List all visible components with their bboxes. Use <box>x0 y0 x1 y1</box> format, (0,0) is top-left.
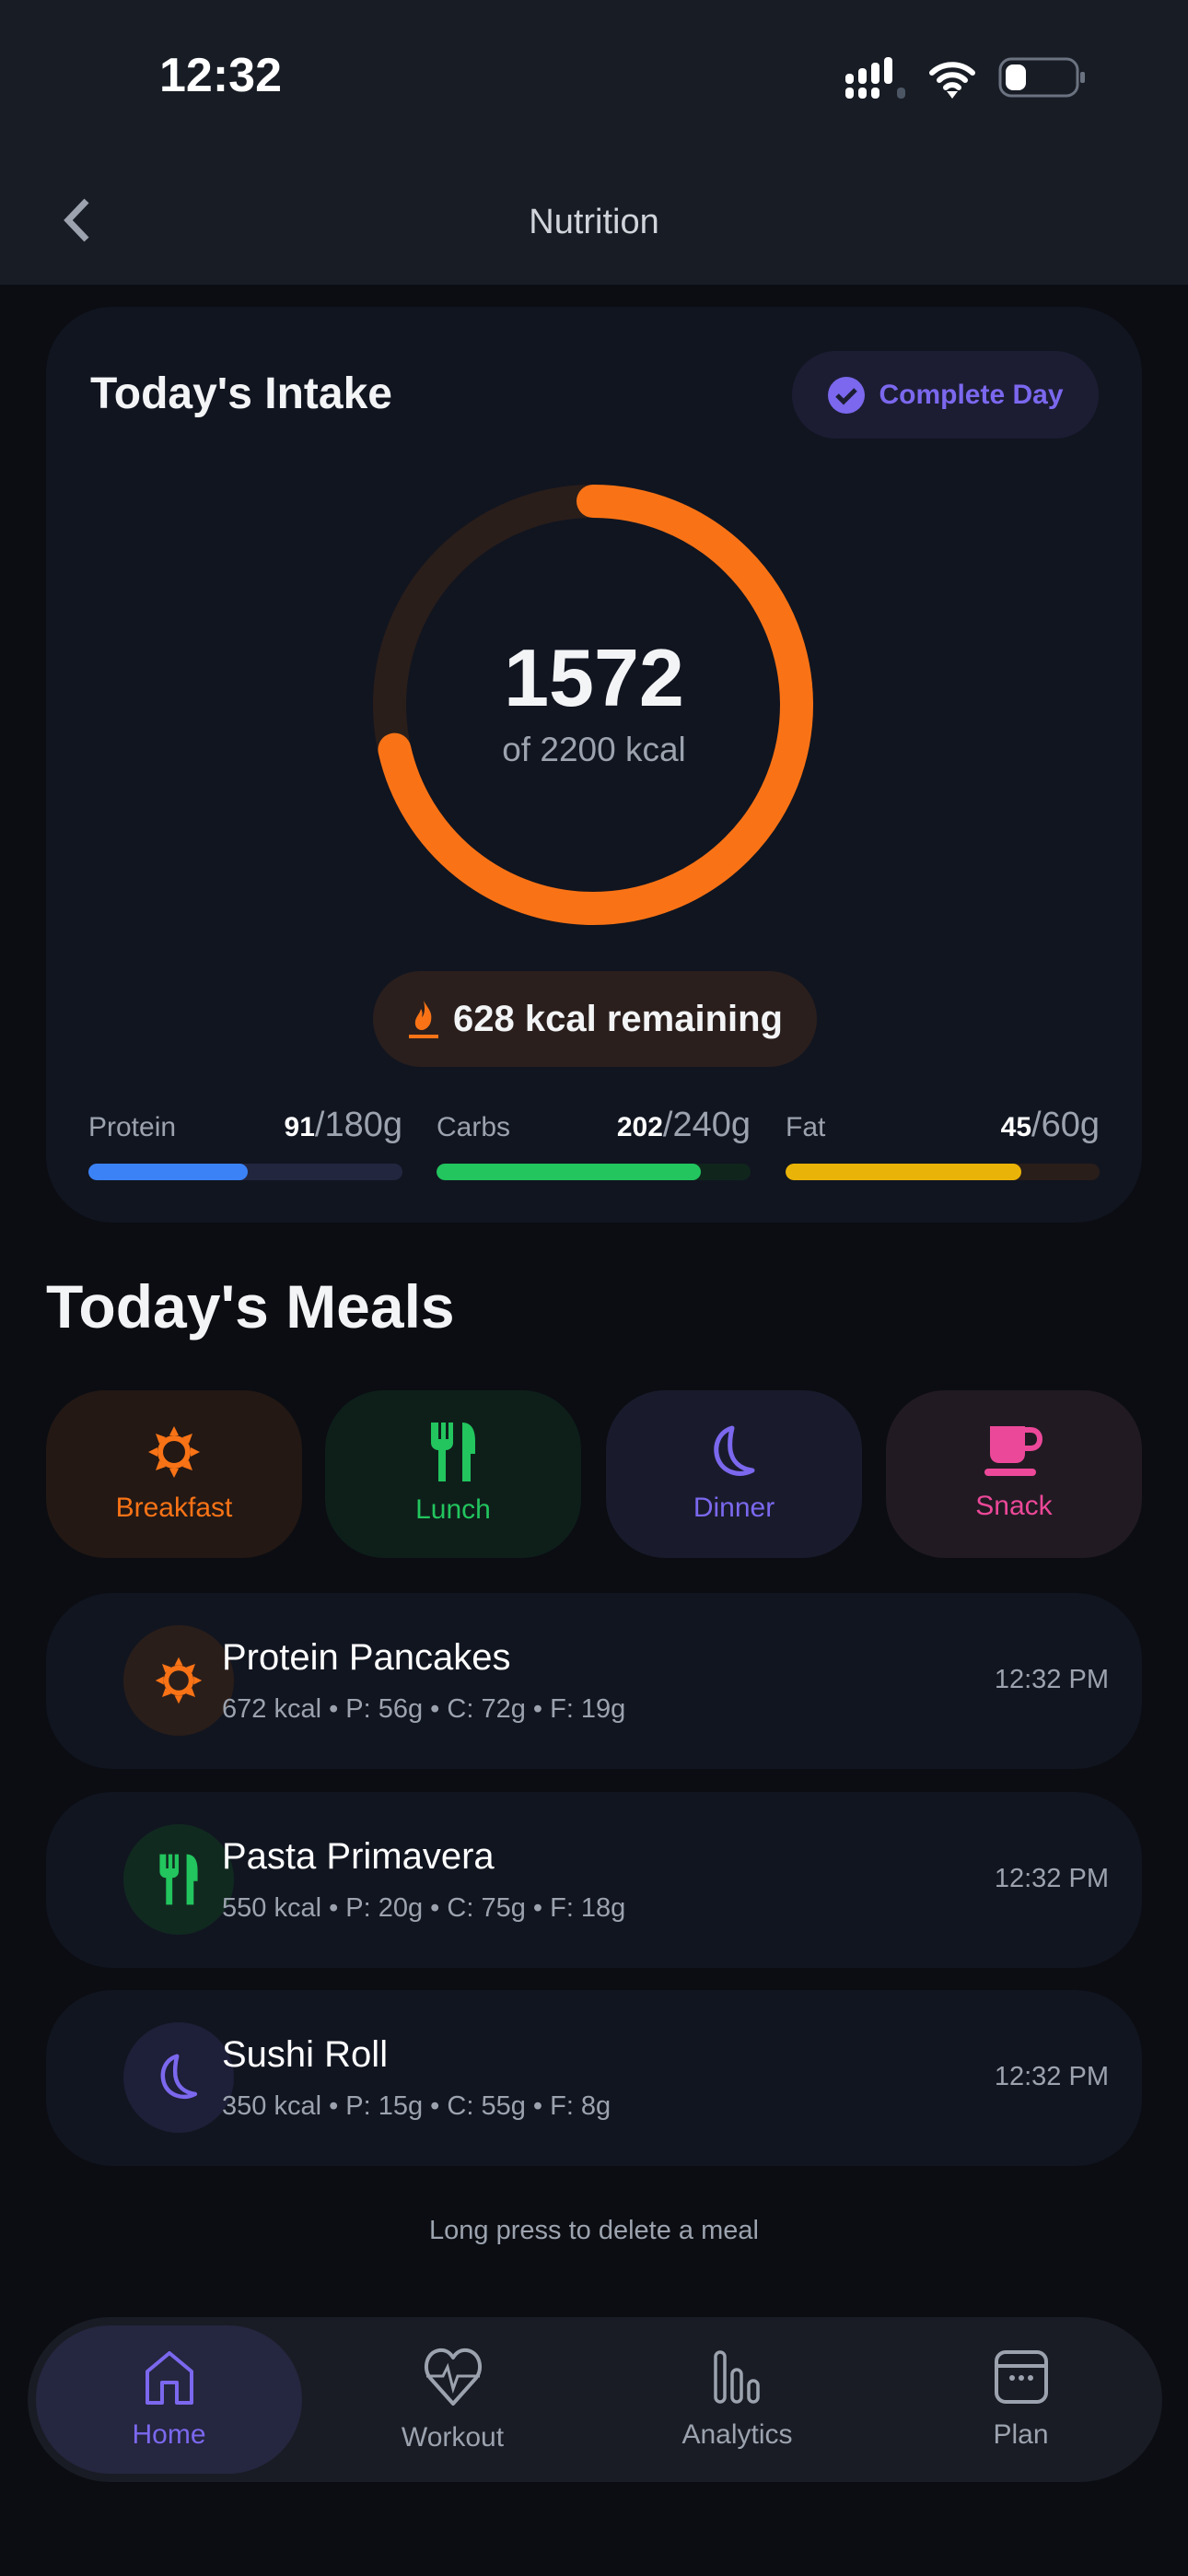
macro-target: /180g <box>314 1106 402 1144</box>
utensils-icon <box>159 1854 198 1905</box>
flame-icon <box>409 1001 439 1038</box>
category-label: Dinner <box>693 1493 775 1523</box>
delete-hint: Long press to delete a meal <box>429 2216 759 2245</box>
macro-target: /60g <box>1031 1106 1100 1144</box>
tab-label: Analytics <box>681 2418 793 2450</box>
meal-details: 550 kcal • P: 20g • C: 75g • F: 18g <box>222 1893 626 1923</box>
macro-label: Fat <box>786 1112 826 1142</box>
status-icons <box>845 57 1087 100</box>
meal-item[interactable]: Protein Pancakes 672 kcal • P: 56g • C: … <box>46 1593 1142 1769</box>
sun-icon <box>155 1657 203 1704</box>
macro-current: 202 <box>616 1112 663 1142</box>
consumed-kcal: 1572 <box>504 632 684 723</box>
mug-icon <box>984 1426 1043 1476</box>
tab-bar: Home Workout Analytics Plan <box>28 2317 1162 2482</box>
meal-time: 12:32 PM <box>994 2062 1109 2091</box>
meal-item[interactable]: Pasta Primavera 550 kcal • P: 20g • C: 7… <box>46 1792 1142 1968</box>
ring-progress <box>373 485 813 925</box>
macro-target: /240g <box>662 1106 751 1144</box>
meal-name: Protein Pancakes <box>222 1637 511 1678</box>
remaining-badge: 628 kcal remaining <box>373 971 817 1067</box>
category-label: Snack <box>975 1491 1053 1521</box>
macro-track <box>437 1164 751 1180</box>
tab-label: Workout <box>401 2421 505 2453</box>
macro-label: Protein <box>88 1112 177 1142</box>
analytics-bars-icon <box>713 2349 760 2404</box>
tab-analytics[interactable]: Analytics <box>604 2325 870 2474</box>
page-title: Nutrition <box>529 203 659 241</box>
category-breakfast[interactable]: Breakfast <box>46 1390 302 1558</box>
tab-workout[interactable]: Workout <box>320 2325 586 2474</box>
meal-item[interactable]: Sushi Roll 350 kcal • P: 15g • C: 55g • … <box>46 1990 1142 2166</box>
meal-time: 12:32 PM <box>994 1665 1109 1694</box>
category-label: Breakfast <box>115 1493 233 1523</box>
meal-name: Pasta Primavera <box>222 1836 495 1877</box>
category-dinner[interactable]: Dinner <box>606 1390 862 1558</box>
moon-icon <box>160 2054 198 2100</box>
kcal-goal-label: of 2200 kcal <box>502 731 686 768</box>
meal-details: 350 kcal • P: 15g • C: 55g • F: 8g <box>222 2091 611 2121</box>
signal-icon <box>845 57 905 99</box>
meal-time: 12:32 PM <box>994 1864 1109 1893</box>
battery-icon <box>998 57 1085 98</box>
sun-icon <box>148 1426 200 1478</box>
meal-icon-circle <box>123 2022 234 2133</box>
tab-home[interactable]: Home <box>36 2325 302 2474</box>
macro-track <box>786 1164 1100 1180</box>
macro-fill <box>786 1164 1021 1180</box>
macro-protein: Protein 91/180g <box>88 1106 402 1180</box>
macro-current: 91 <box>284 1112 315 1142</box>
tab-plan[interactable]: Plan <box>888 2325 1154 2474</box>
wifi-icon <box>929 62 975 99</box>
macro-label: Carbs <box>437 1112 511 1142</box>
macro-carbs: Carbs 202/240g <box>437 1106 751 1180</box>
intake-title: Today's Intake <box>90 369 392 418</box>
category-snack[interactable]: Snack <box>886 1390 1142 1558</box>
category-lunch[interactable]: Lunch <box>325 1390 581 1558</box>
meal-name: Sushi Roll <box>222 2034 389 2075</box>
back-chevron-icon[interactable] <box>61 197 94 243</box>
category-label: Lunch <box>415 1494 491 1525</box>
intake-card <box>46 307 1142 1223</box>
complete-day-label: Complete Day <box>879 379 1064 410</box>
heart-pulse-icon <box>424 2348 482 2406</box>
meals-title: Today's Meals <box>46 1272 455 1341</box>
complete-day-button[interactable]: Complete Day <box>792 351 1099 439</box>
macro-fill <box>88 1164 248 1180</box>
utensils-icon <box>431 1423 475 1481</box>
status-time: 12:32 <box>159 49 282 102</box>
home-icon <box>145 2350 193 2405</box>
meal-icon-circle <box>123 1824 234 1935</box>
macro-fill <box>437 1164 702 1180</box>
calorie-ring <box>373 485 813 925</box>
meal-icon-circle <box>123 1625 234 1736</box>
nav-header <box>0 0 1188 285</box>
check-circle-icon <box>828 376 866 414</box>
meal-details: 672 kcal • P: 56g • C: 72g • F: 19g <box>222 1694 626 1724</box>
tab-label: Plan <box>993 2418 1049 2450</box>
moon-icon <box>714 1425 755 1476</box>
macro-track <box>88 1164 402 1180</box>
remaining-label: 628 kcal remaining <box>453 998 783 1039</box>
calendar-icon <box>994 2349 1048 2404</box>
macro-fat: Fat 45/60g <box>786 1106 1100 1180</box>
macro-current: 45 <box>1000 1112 1032 1142</box>
tab-label: Home <box>132 2418 206 2450</box>
